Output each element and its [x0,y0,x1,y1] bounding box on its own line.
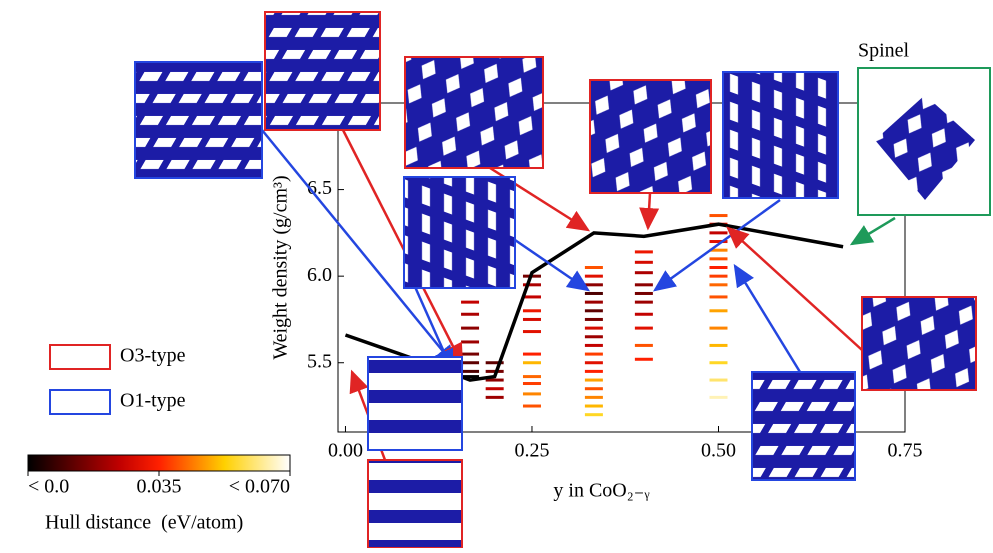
structure-mark [461,340,479,343]
structure-mark [461,301,479,304]
legend-swatch [50,345,110,369]
structure-mark [523,318,541,321]
structure-mark [709,309,727,312]
legend: O3-type O1-type [50,345,186,414]
structure-mark [523,375,541,378]
structure-mark [486,396,504,399]
inset [265,12,380,130]
legend-label: O3-type [120,345,186,367]
structure-mark [523,405,541,408]
structure-mark [585,309,603,312]
y-tick-label: 5.5 [307,350,332,372]
structure-mark [635,358,653,361]
structure-mark [461,313,479,316]
figure: 0.000.250.500.755.56.06.5y in CoO₂₋ᵧWeig… [0,0,993,548]
structure-mark [585,379,603,382]
inset [405,57,543,168]
legend-swatch [50,390,110,414]
inset [368,460,462,548]
structure-mark [461,361,479,364]
structure-mark [585,405,603,408]
x-tick-label: 0.25 [514,440,549,462]
colorbar-tick-label: < 0.070 [229,476,290,498]
structure-mark [635,344,653,347]
structure-mark [585,283,603,286]
colorbar-tick-label: 0.035 [137,476,182,498]
inset [723,72,838,198]
structure-mark [635,301,653,304]
structure-mark [523,330,541,333]
structure-mark [585,370,603,373]
structure-mark [709,257,727,260]
x-axis-label: y in CoO₂₋ᵧ [553,480,650,502]
x-tick-label: 0.00 [328,440,363,462]
structure-mark [709,295,727,298]
structure-mark [585,361,603,364]
structure-mark [635,327,653,330]
structure-mark [635,261,653,264]
structure-mark [585,292,603,295]
annotation: Spinel [858,40,910,62]
structure-mark [585,335,603,338]
structure-mark [709,275,727,278]
structure-mark [461,353,479,356]
arrow [515,240,588,290]
structure-mark [709,361,727,364]
structure-mark [709,379,727,382]
y-tick-label: 6.0 [307,264,332,286]
structure-mark [523,309,541,312]
structure-mark [709,327,727,330]
colorbar: < 0.0 0.035 < 0.070 Hull distance (eV/atom) [28,455,290,534]
colorbar-gradient [28,455,290,471]
structure-mark [585,353,603,356]
structure-mark [585,327,603,330]
y-axis-label: Weight density (g/cm³) [270,175,292,359]
structure-mark [461,327,479,330]
structure-mark [709,283,727,286]
structure-mark [523,361,541,364]
x-tick-label: 0.50 [701,440,736,462]
structure-mark [585,396,603,399]
structure-mark [635,250,653,253]
structure-mark [585,275,603,278]
structure-mark [585,387,603,390]
structure-mark [585,318,603,321]
structure-mark [709,231,727,234]
inset [862,297,976,390]
structure-mark [523,382,541,385]
structure-mark [523,295,541,298]
structure-mark [585,266,603,269]
structure-mark [635,283,653,286]
structure-mark [709,266,727,269]
inset [752,372,855,480]
arrow [852,218,895,244]
structure-mark [585,413,603,416]
structure-mark [709,344,727,347]
inset [404,177,515,288]
structure-mark [709,396,727,399]
x-tick-label: 0.75 [888,440,923,462]
structure-mark [585,301,603,304]
structure-mark [709,214,727,217]
structure-mark [585,344,603,347]
arrow [735,266,800,372]
structure-mark [523,353,541,356]
colorbar-tick-label: < 0.0 [28,476,69,498]
structure-mark [635,292,653,295]
structure-mark [486,387,504,390]
structure-mark [461,370,479,373]
inset [590,80,711,193]
arrow [648,193,650,228]
structure-mark [635,313,653,316]
inset [368,357,462,450]
structure-mark [523,392,541,395]
inset [135,62,262,178]
structure-mark [635,271,653,274]
legend-label: O1-type [120,390,186,412]
colorbar-title: Hull distance (eV/atom) [45,512,243,534]
